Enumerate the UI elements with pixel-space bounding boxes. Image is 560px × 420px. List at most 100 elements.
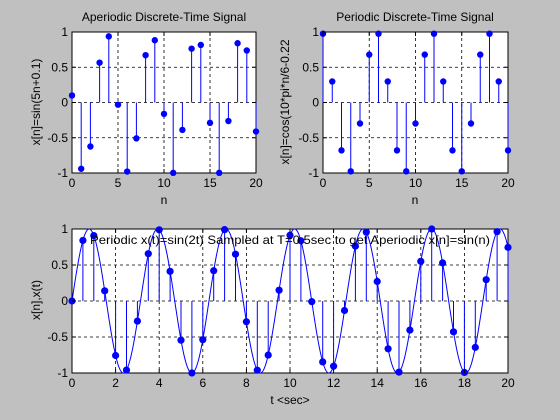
y-tick-label: 0.5 xyxy=(51,258,68,272)
stem-marker xyxy=(122,366,131,374)
stem-marker xyxy=(142,51,149,59)
stem-marker xyxy=(242,318,250,326)
x-tick-label: 15 xyxy=(455,176,469,190)
x-tick-label: 16 xyxy=(414,376,428,390)
stem-marker xyxy=(421,51,428,58)
stem-marker xyxy=(144,250,152,258)
x-tick-label: 20 xyxy=(501,376,515,390)
stem-marker xyxy=(486,30,493,37)
stem-marker xyxy=(286,231,294,239)
x-tick-label: 10 xyxy=(409,176,423,190)
stem-marker xyxy=(151,37,158,44)
y-tick-label: 0.5 xyxy=(51,60,68,74)
stem-marker xyxy=(495,78,502,85)
stem-marker xyxy=(225,117,232,125)
stem-series xyxy=(319,30,512,175)
y-tick-label: -0.5 xyxy=(47,131,68,145)
stem-marker xyxy=(210,267,218,275)
subplot-top-right: 0 5 10 15 20 -1 -0.5 0 0.5 1 Periodic Discrete-Ti… xyxy=(278,10,515,207)
stem-marker xyxy=(188,45,195,52)
stem-marker xyxy=(252,128,260,135)
stem-marker xyxy=(114,101,122,108)
stem-marker xyxy=(160,110,168,118)
y-tick-label: -1 xyxy=(308,166,319,180)
stem-marker xyxy=(384,345,392,353)
stem-marker xyxy=(504,243,512,251)
subplot-bottom: 0 2 4 6 8 10 12 14 16 18 20 -1 -0.5 0 0.5 1 Periodic x(… xyxy=(29,222,515,407)
x-tick-label: 4 xyxy=(156,376,163,390)
y-tick-label: -0.5 xyxy=(298,131,319,145)
stem-marker xyxy=(430,30,438,37)
stem-marker xyxy=(356,120,364,127)
stem-marker xyxy=(319,358,327,366)
stem-marker xyxy=(133,317,141,325)
axis-ticks: 0 2 4 6 8 10 12 14 16 18 20 -1 -0.5 0 0.5 1 xyxy=(47,222,515,390)
x-axis-label: t <sec> xyxy=(270,393,309,407)
stem-marker xyxy=(234,40,241,47)
stem-marker xyxy=(170,169,177,177)
x-tick-label: 10 xyxy=(157,176,171,190)
chart-title: Periodic Discrete-Time Signal xyxy=(336,10,494,24)
x-tick-label: 15 xyxy=(203,176,217,190)
stem-marker xyxy=(90,231,98,240)
stem-marker xyxy=(366,51,373,58)
stem-marker xyxy=(297,237,305,245)
y-axis-label: x[n]=sin(5n+0.1) xyxy=(29,59,43,146)
stem-marker xyxy=(216,169,223,177)
stem-marker xyxy=(308,298,316,306)
stem-marker xyxy=(179,126,186,134)
y-tick-label: 0 xyxy=(61,294,68,308)
x-tick-label: 5 xyxy=(366,176,373,190)
x-axis-label: n xyxy=(412,193,419,207)
stem-marker xyxy=(449,328,458,336)
stem-marker xyxy=(384,78,391,85)
stem-marker xyxy=(177,336,185,344)
y-tick-label: 0.5 xyxy=(302,60,319,74)
stem-marker xyxy=(467,120,475,127)
axis-ticks: 0 5 10 15 20 -1 -0.5 0 0.5 1 xyxy=(298,25,515,190)
stem-series xyxy=(68,33,260,177)
stem-marker xyxy=(504,147,512,154)
x-tick-label: 2 xyxy=(112,376,119,390)
x-axis-label: n xyxy=(161,193,168,207)
y-axis-label: x[n],x(t) xyxy=(29,280,43,320)
y-tick-label: -0.5 xyxy=(47,330,68,344)
stem-marker xyxy=(338,147,345,154)
stem-marker xyxy=(78,165,85,172)
stem-marker xyxy=(206,119,214,127)
stem-marker xyxy=(166,267,174,275)
stem-marker xyxy=(428,225,436,233)
stem-marker xyxy=(406,326,414,334)
stem-marker xyxy=(329,78,336,85)
y-tick-label: -1 xyxy=(57,166,68,180)
stem-marker xyxy=(199,336,207,344)
stem-marker xyxy=(351,242,359,250)
stem-marker xyxy=(87,143,94,150)
stem-marker xyxy=(417,257,425,265)
stem-marker xyxy=(68,92,76,99)
chart-title: Aperiodic Discrete-Time Signal xyxy=(82,10,246,24)
stem-marker xyxy=(375,30,382,37)
y-tick-label: 0 xyxy=(61,96,68,110)
stem-marker xyxy=(264,351,272,359)
stem-marker xyxy=(243,47,250,54)
stem-marker xyxy=(362,228,370,236)
x-tick-label: 10 xyxy=(283,376,297,390)
stem-marker xyxy=(439,259,447,267)
x-tick-label: 20 xyxy=(249,176,263,190)
stem-marker xyxy=(373,277,381,286)
stem-marker xyxy=(449,147,456,154)
stem-marker xyxy=(395,368,403,376)
stem-marker xyxy=(96,59,103,66)
chart-title: Periodic x(t)=sin(2t) Sampled at T=0.5se… xyxy=(90,233,490,247)
x-tick-label: 0 xyxy=(69,376,76,390)
stem-marker xyxy=(112,351,120,360)
stem-marker xyxy=(493,228,501,236)
x-tick-label: 5 xyxy=(115,176,122,190)
stem-marker xyxy=(188,369,196,377)
x-tick-label: 0 xyxy=(320,176,327,190)
y-axis-label: x[n]=cos(10*pi*n/6-0.22 xyxy=(278,39,292,164)
stem-marker xyxy=(79,236,87,245)
stem-marker xyxy=(412,120,419,127)
